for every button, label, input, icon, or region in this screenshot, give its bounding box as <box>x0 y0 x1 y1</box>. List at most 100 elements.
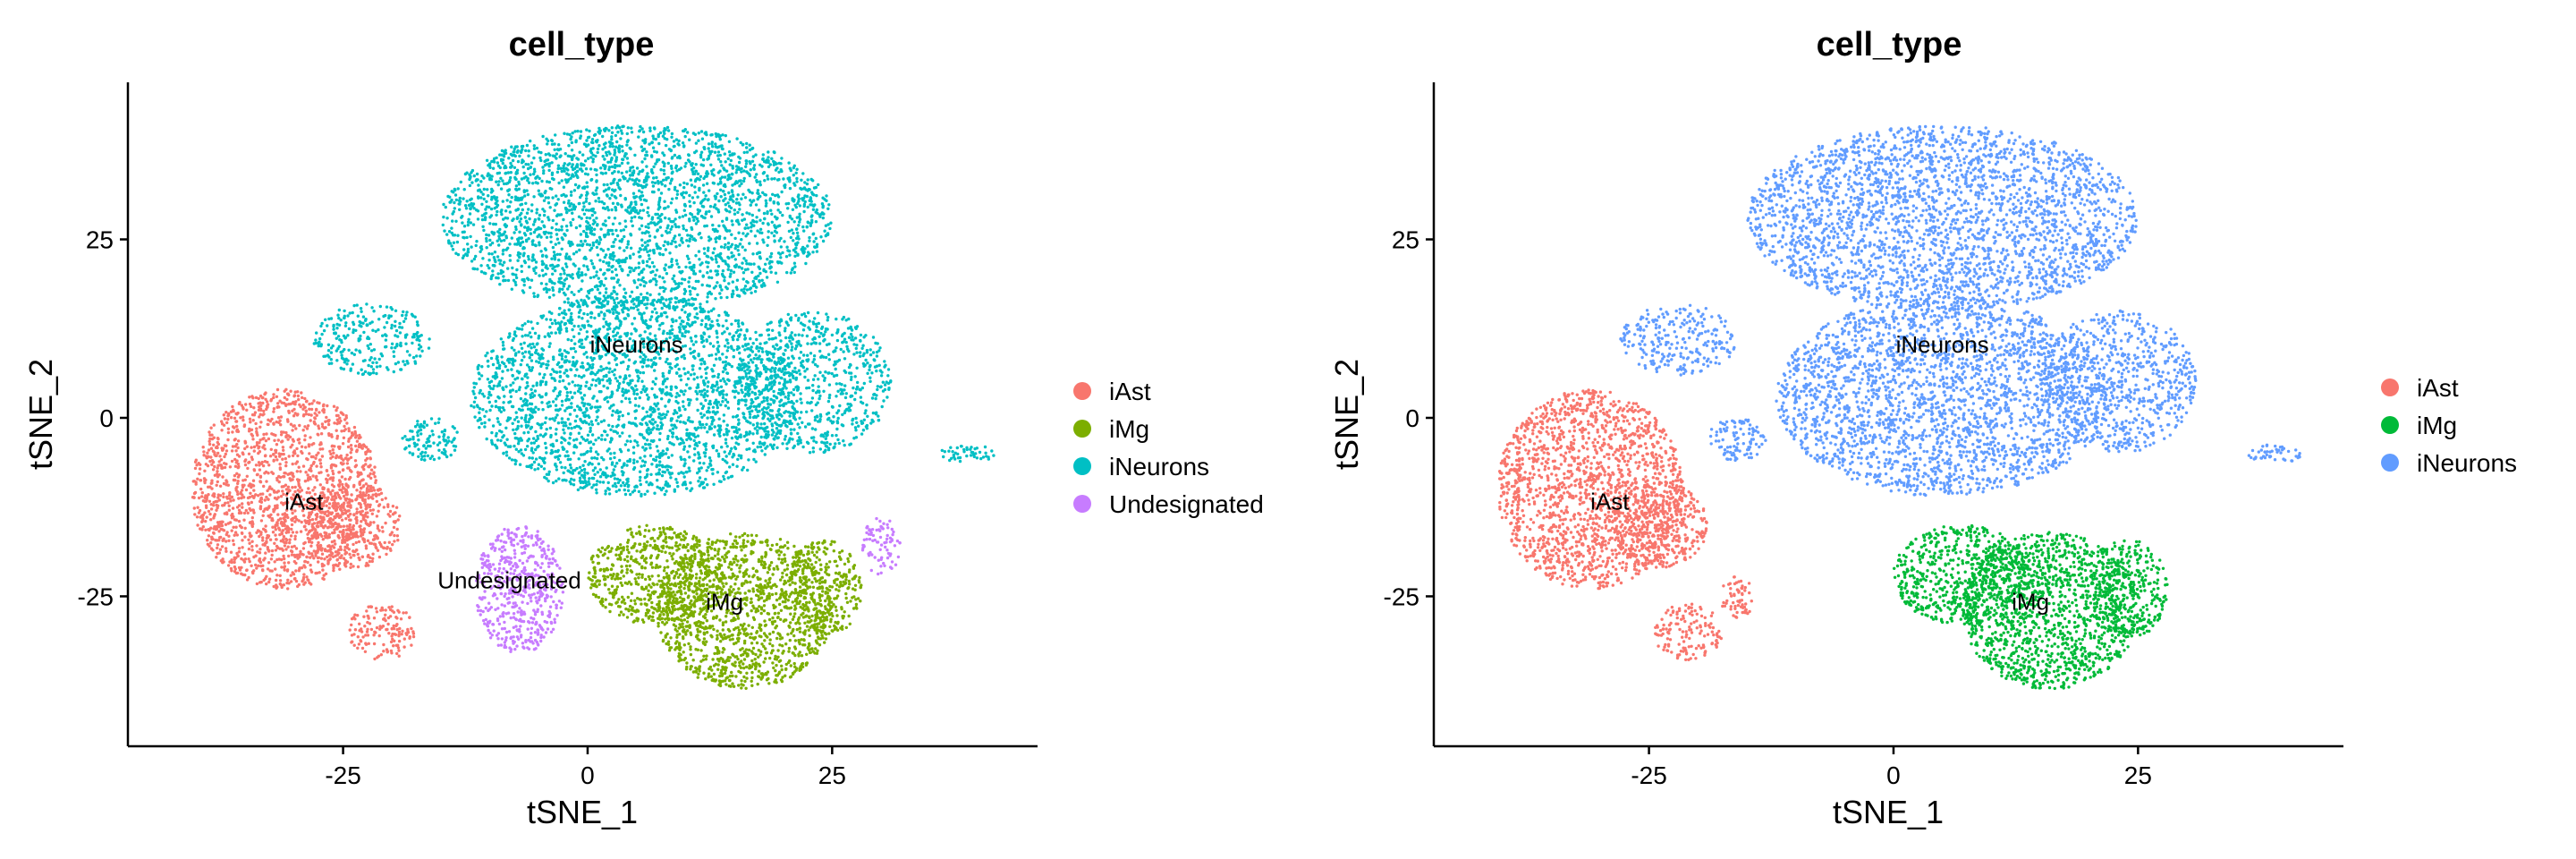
point <box>358 502 362 506</box>
point <box>852 566 856 570</box>
point <box>485 246 488 250</box>
point <box>355 507 359 511</box>
point <box>254 493 258 497</box>
point <box>386 545 389 549</box>
point <box>255 441 259 445</box>
point <box>716 281 719 285</box>
point <box>240 404 244 407</box>
point <box>767 682 771 685</box>
point <box>818 585 821 589</box>
point <box>789 606 793 609</box>
point <box>698 665 702 668</box>
point <box>692 237 696 241</box>
point <box>731 682 734 685</box>
point <box>327 511 331 515</box>
point <box>378 625 382 628</box>
point <box>695 621 699 625</box>
point <box>743 679 747 684</box>
point <box>625 545 630 549</box>
point <box>307 412 310 416</box>
point <box>747 648 751 652</box>
point <box>313 417 317 421</box>
point <box>836 620 840 625</box>
point <box>218 548 223 551</box>
point <box>284 464 288 468</box>
point <box>335 527 338 531</box>
point <box>668 525 672 530</box>
point <box>818 558 821 562</box>
point <box>824 570 827 574</box>
point <box>315 464 318 468</box>
point <box>350 634 354 637</box>
point <box>657 600 661 603</box>
point <box>289 422 293 426</box>
point <box>388 615 393 618</box>
point <box>300 445 304 448</box>
point <box>315 515 319 519</box>
point <box>686 549 690 553</box>
point <box>511 158 515 163</box>
point <box>673 600 676 604</box>
point <box>662 526 665 530</box>
point <box>369 476 373 481</box>
point <box>314 528 318 532</box>
point <box>784 581 788 584</box>
point <box>258 415 261 419</box>
point <box>795 563 799 567</box>
point <box>291 454 295 457</box>
point <box>384 608 387 612</box>
point <box>327 432 331 436</box>
point <box>638 532 641 535</box>
point <box>462 248 466 251</box>
point <box>269 557 274 561</box>
point <box>342 436 346 439</box>
point <box>622 613 625 617</box>
point <box>225 411 228 414</box>
point <box>770 592 775 597</box>
point <box>302 541 306 546</box>
point <box>738 570 741 574</box>
point <box>343 552 347 556</box>
point <box>316 525 319 529</box>
point <box>351 525 355 530</box>
point <box>668 610 673 614</box>
point <box>243 447 247 451</box>
point <box>667 649 672 652</box>
point <box>318 411 321 414</box>
point <box>272 489 275 493</box>
point <box>620 161 624 166</box>
point <box>793 608 797 611</box>
point <box>354 434 359 438</box>
point <box>357 437 360 440</box>
point <box>604 548 607 552</box>
point <box>296 390 300 394</box>
point <box>738 566 741 570</box>
point <box>594 200 597 203</box>
point <box>334 455 338 460</box>
point <box>712 672 716 676</box>
point <box>835 596 838 600</box>
point <box>710 678 714 682</box>
point <box>203 480 207 483</box>
point <box>794 622 798 625</box>
point <box>619 581 623 585</box>
point <box>789 612 792 616</box>
point <box>294 427 298 430</box>
point <box>823 605 827 608</box>
point <box>761 589 765 592</box>
point <box>271 472 275 475</box>
point <box>794 668 798 672</box>
point <box>816 601 820 606</box>
point <box>718 540 722 543</box>
point <box>235 533 239 537</box>
point <box>830 540 834 543</box>
point <box>776 649 780 652</box>
point <box>793 582 797 585</box>
point <box>227 493 232 498</box>
point <box>620 565 623 568</box>
point <box>376 537 379 540</box>
point <box>701 640 705 644</box>
point <box>629 599 633 602</box>
point <box>229 566 233 571</box>
point <box>593 572 597 575</box>
